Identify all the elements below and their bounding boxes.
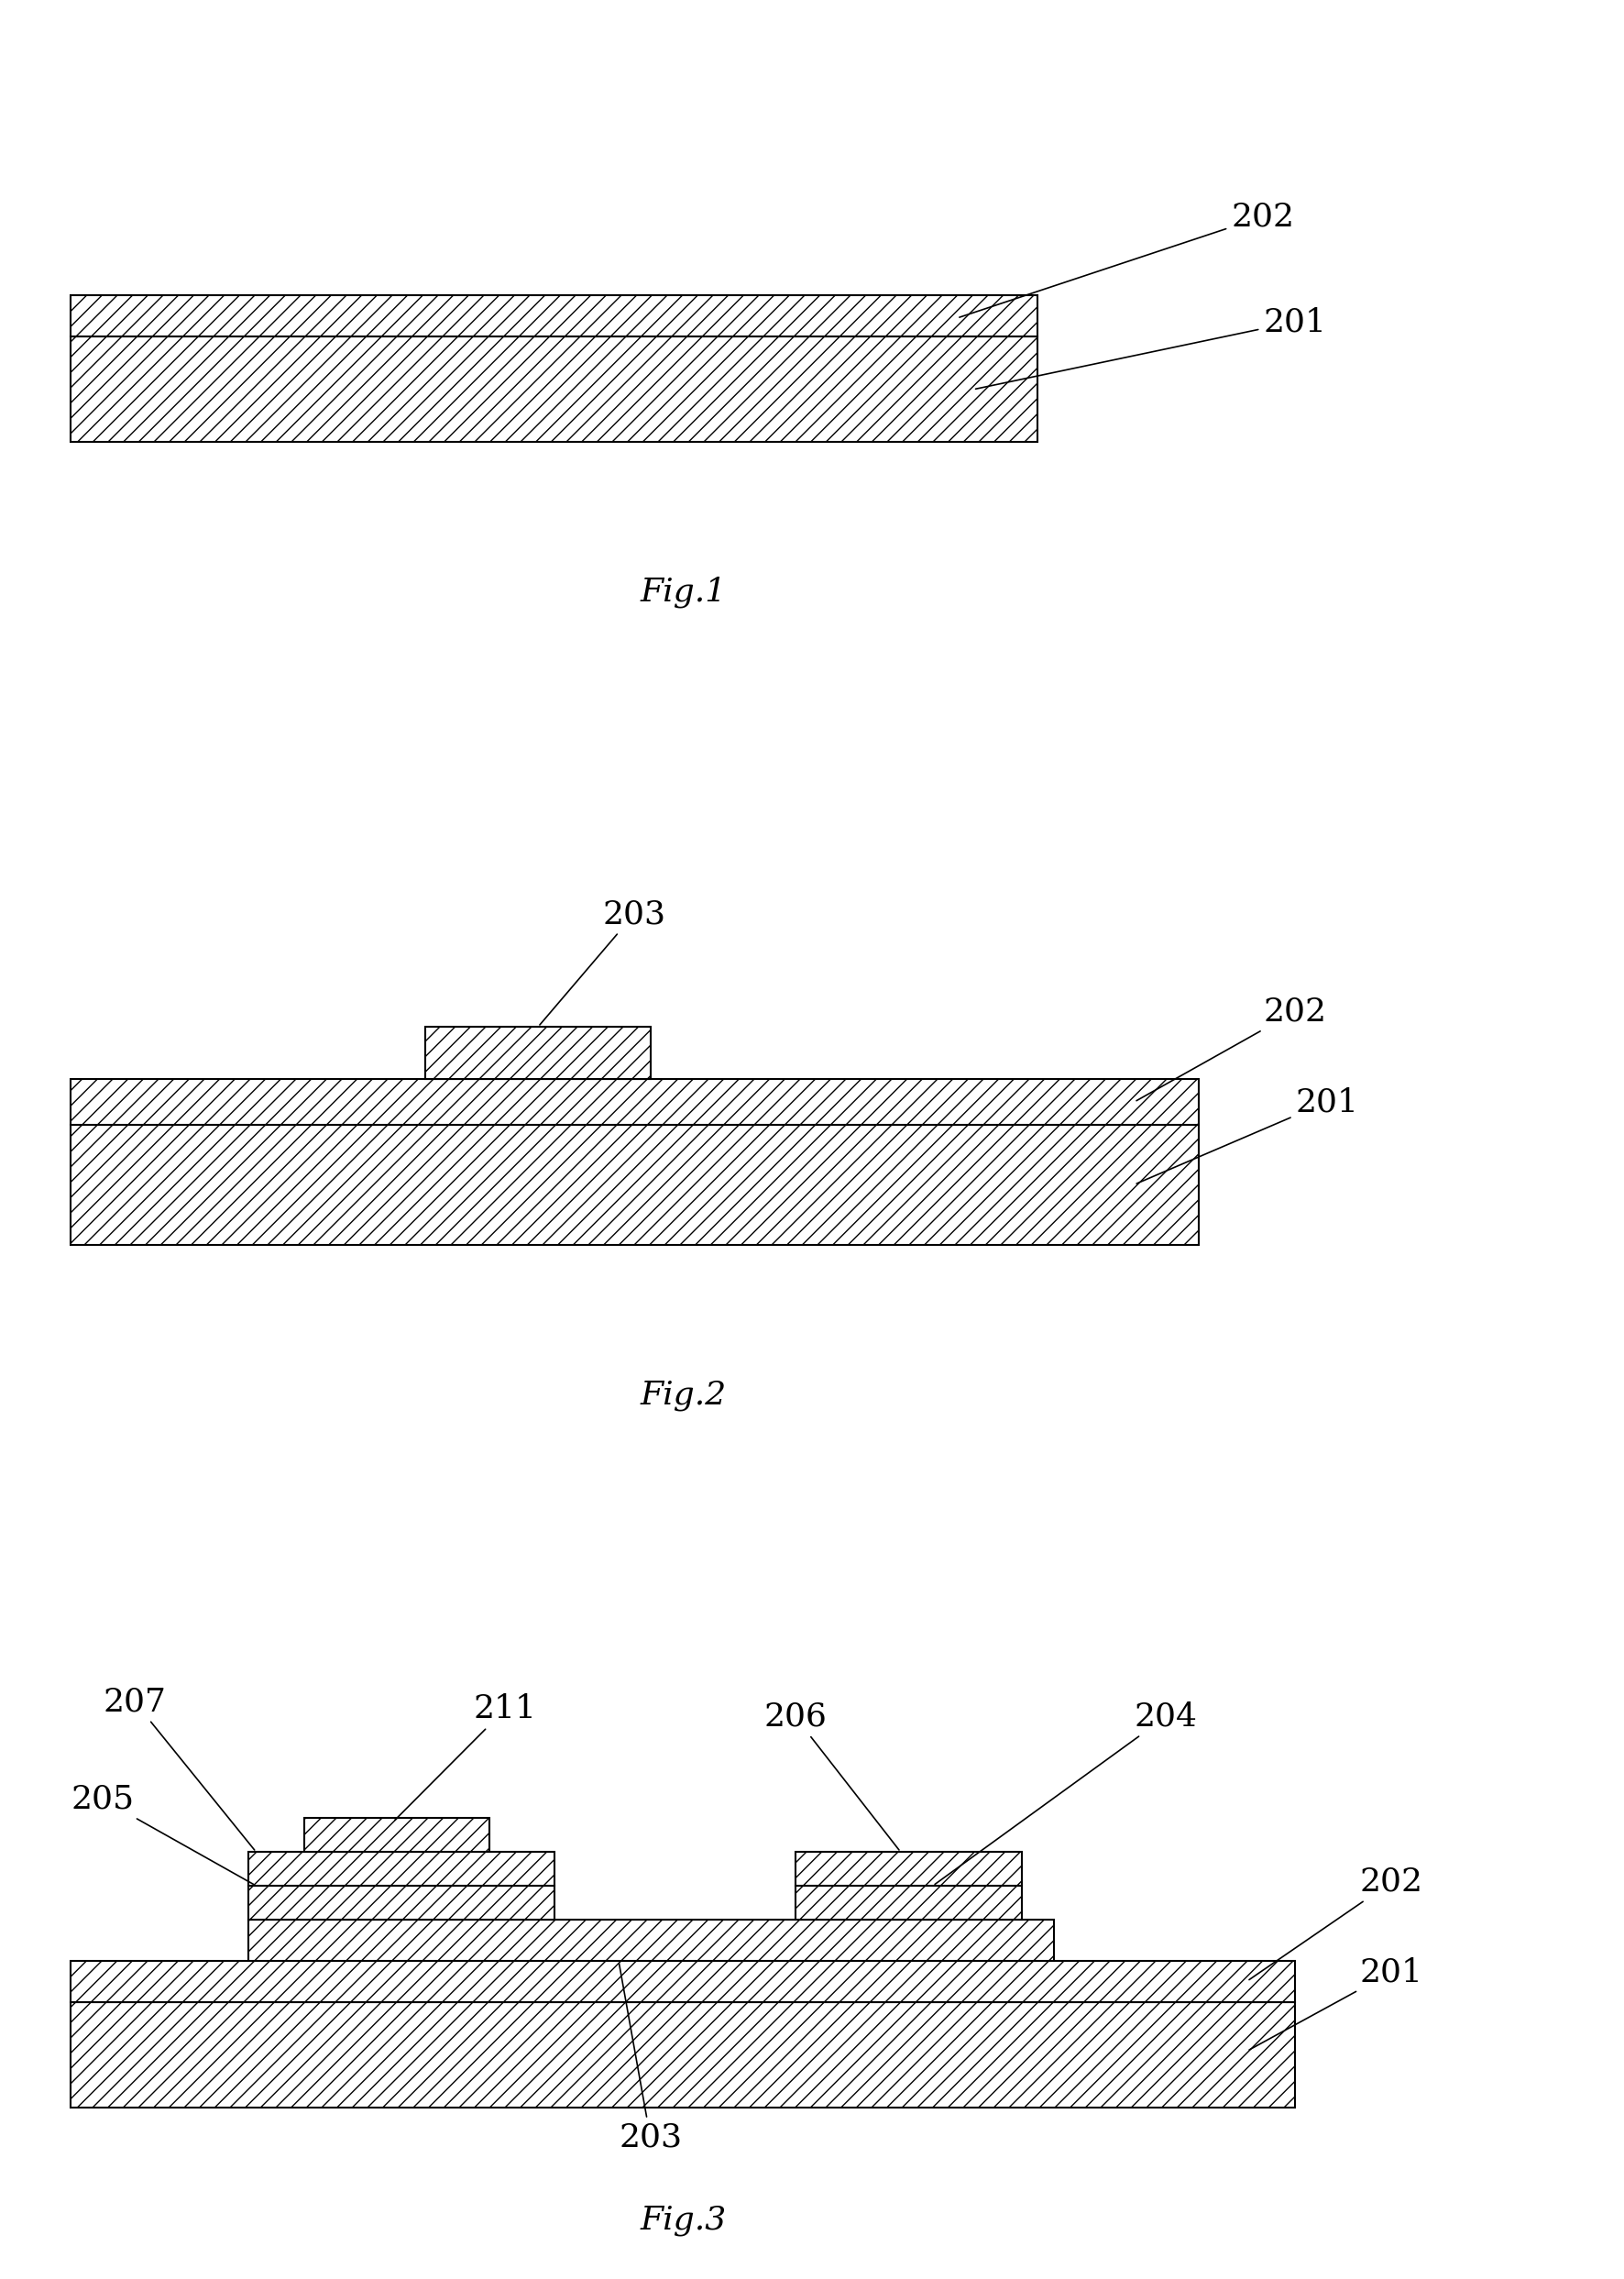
- Text: 206: 206: [763, 1700, 900, 1851]
- Text: 202: 202: [1249, 1867, 1423, 1980]
- Text: 201: 201: [976, 305, 1327, 390]
- Text: Fig.2: Fig.2: [640, 1379, 726, 1411]
- Text: 202: 202: [1137, 996, 1327, 1101]
- Bar: [425, 1028, 651, 1080]
- Text: 201: 201: [1137, 1087, 1359, 1183]
- Text: 204: 204: [935, 1700, 1197, 1885]
- Text: 207: 207: [102, 1686, 255, 1851]
- Bar: [248, 1919, 1054, 1960]
- Bar: [248, 1853, 554, 1885]
- Text: 203: 203: [539, 898, 666, 1026]
- Text: Fig.1: Fig.1: [640, 577, 726, 608]
- Bar: [796, 1885, 1021, 1919]
- Text: 202: 202: [960, 201, 1294, 317]
- Bar: [71, 337, 1038, 442]
- Bar: [796, 1853, 1021, 1885]
- Bar: [248, 1885, 554, 1919]
- Text: 211: 211: [395, 1693, 538, 1821]
- Bar: [71, 1124, 1199, 1244]
- Bar: [304, 1819, 490, 1853]
- Bar: [71, 1080, 1199, 1124]
- Bar: [71, 1960, 1296, 2003]
- Text: 205: 205: [71, 1784, 253, 1885]
- Text: 201: 201: [1249, 1958, 1423, 2049]
- Text: Fig.3: Fig.3: [640, 2204, 726, 2236]
- Text: 203: 203: [619, 1964, 682, 2154]
- Bar: [71, 296, 1038, 337]
- Bar: [71, 2003, 1296, 2108]
